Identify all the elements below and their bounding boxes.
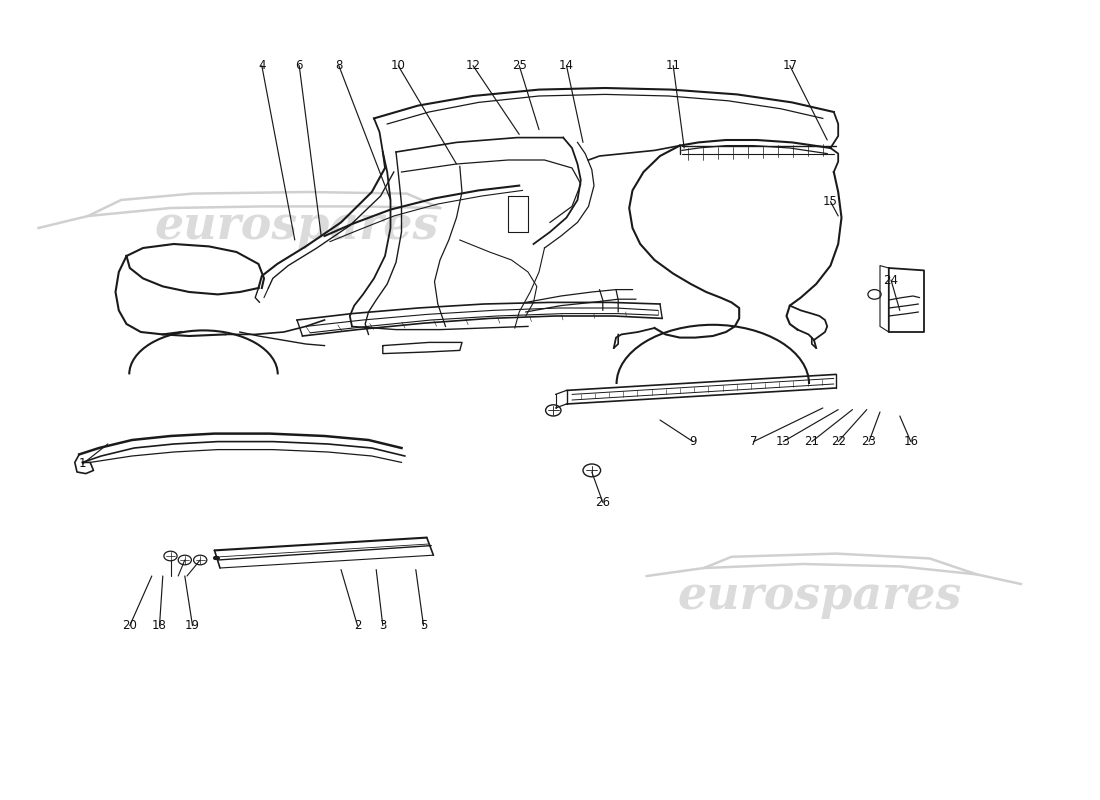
Text: 6: 6 — [296, 59, 303, 72]
Text: 17: 17 — [782, 59, 797, 72]
Text: 20: 20 — [122, 619, 138, 632]
Text: 25: 25 — [512, 59, 527, 72]
Text: 16: 16 — [903, 435, 918, 448]
Text: 26: 26 — [595, 496, 610, 509]
Text: 9: 9 — [690, 435, 696, 448]
Text: 7: 7 — [750, 435, 757, 448]
Text: 11: 11 — [666, 59, 681, 72]
Text: 23: 23 — [861, 435, 877, 448]
Text: 2: 2 — [354, 619, 361, 632]
Text: 15: 15 — [823, 195, 838, 208]
Text: 18: 18 — [152, 619, 167, 632]
Text: 1: 1 — [79, 458, 86, 470]
Text: eurospares: eurospares — [678, 573, 961, 619]
Text: 10: 10 — [390, 59, 406, 72]
Text: 24: 24 — [883, 274, 899, 286]
Text: 8: 8 — [336, 59, 342, 72]
Text: 14: 14 — [559, 59, 574, 72]
Text: 13: 13 — [776, 435, 791, 448]
Text: 4: 4 — [258, 59, 265, 72]
Text: 5: 5 — [420, 619, 427, 632]
Text: 22: 22 — [830, 435, 846, 448]
Text: 3: 3 — [379, 619, 386, 632]
Text: 21: 21 — [804, 435, 820, 448]
Text: eurospares: eurospares — [155, 202, 439, 249]
Text: 19: 19 — [185, 619, 200, 632]
Text: 12: 12 — [465, 59, 481, 72]
